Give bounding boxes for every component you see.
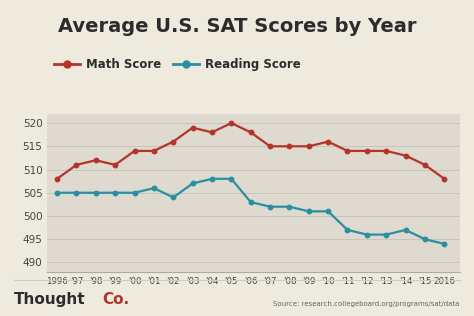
Text: Source: research.collegeboard.org/programs/sat/data: Source: research.collegeboard.org/progra…	[273, 301, 460, 307]
Text: Co.: Co.	[102, 292, 129, 307]
Text: Thought: Thought	[14, 292, 86, 307]
Legend: Math Score, Reading Score: Math Score, Reading Score	[49, 53, 305, 76]
Text: Average U.S. SAT Scores by Year: Average U.S. SAT Scores by Year	[58, 17, 416, 36]
